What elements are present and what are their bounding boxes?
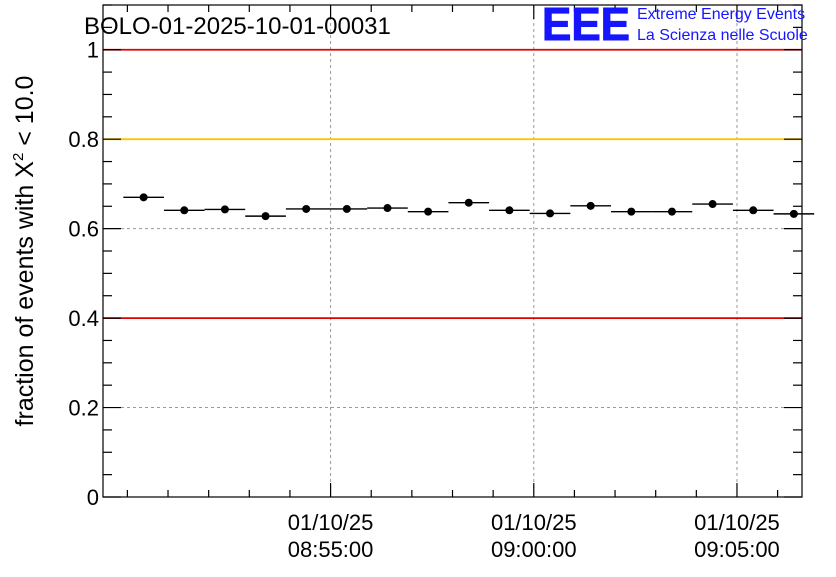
data-point <box>692 200 733 209</box>
data-point <box>448 198 490 207</box>
data-point-marker <box>383 204 392 213</box>
data-point-marker <box>464 198 473 207</box>
data-point <box>732 206 774 215</box>
y-axis-label-symbol: X <box>11 161 39 178</box>
chart-title: BOLO-01-2025-10-01-00031 <box>84 13 391 40</box>
y-axis-label-sup: 2 <box>10 153 27 161</box>
data-point <box>367 204 408 213</box>
x-tick-label-line: 01/10/25 <box>491 510 577 535</box>
x-tick-label-line: 09:05:00 <box>694 537 780 562</box>
x-tick-label-line: 01/10/25 <box>694 510 780 535</box>
data-point-marker <box>261 212 270 221</box>
data-points <box>123 193 815 221</box>
data-point-marker <box>180 206 189 215</box>
x-tick-label-line: 09:00:00 <box>491 537 577 562</box>
grid-layer <box>103 5 802 497</box>
x-tick-label: 01/10/25 09:00:00 <box>491 510 577 562</box>
data-point-marker <box>586 201 595 210</box>
data-point <box>204 205 246 214</box>
eee-logo-mark: EEE <box>542 0 630 50</box>
data-point-marker <box>546 209 555 218</box>
data-point-marker <box>220 205 229 214</box>
data-point-marker <box>424 207 433 216</box>
data-point <box>163 206 205 215</box>
data-point <box>407 207 449 216</box>
data-point-marker <box>627 207 636 216</box>
data-point-marker <box>139 193 148 202</box>
x-tick-label-line: 08:55:00 <box>288 537 374 562</box>
y-axis-label-prefix: fraction of events with <box>11 178 39 427</box>
y-tick-label: 0.8 <box>68 127 99 152</box>
y-tick-label: 0 <box>87 485 99 510</box>
y-tick-label: 0.4 <box>68 306 99 331</box>
x-tick-label: 01/10/25 08:55:00 <box>288 510 374 562</box>
eee-logo: EEE Extreme Energy Events La Scienza nel… <box>542 0 808 51</box>
data-point <box>529 209 571 218</box>
plot-frame <box>102 4 803 498</box>
data-point-marker <box>302 204 311 213</box>
data-point-marker <box>789 209 798 218</box>
data-point <box>610 207 652 216</box>
y-axis-label: fraction of events with X2 < 10.0 <box>10 76 39 427</box>
data-point <box>123 193 164 202</box>
data-point <box>285 204 327 213</box>
axis-ticks <box>103 4 802 498</box>
eee-logo-line2: La Scienza nelle Scuole <box>637 27 808 44</box>
data-point <box>651 207 693 216</box>
data-point <box>489 206 530 215</box>
x-tick-label: 01/10/25 09:05:00 <box>694 510 780 562</box>
x-tick-label-line: 01/10/25 <box>288 510 374 535</box>
data-point <box>570 201 611 210</box>
data-point <box>245 212 286 221</box>
data-point <box>773 209 815 218</box>
y-tick-label: 1 <box>87 38 99 63</box>
data-point-marker <box>667 207 676 216</box>
data-point <box>326 204 368 213</box>
data-point-marker <box>749 206 758 215</box>
data-point-marker <box>505 206 514 215</box>
data-point-marker <box>342 204 351 213</box>
data-point-marker <box>708 200 717 209</box>
reference-lines <box>103 48 802 319</box>
y-tick-label: 0.2 <box>68 396 99 421</box>
eee-logo-line1: Extreme Energy Events <box>637 6 805 23</box>
y-tick-label: 0.6 <box>68 217 99 242</box>
y-axis-label-suffix: < 10.0 <box>11 76 39 153</box>
